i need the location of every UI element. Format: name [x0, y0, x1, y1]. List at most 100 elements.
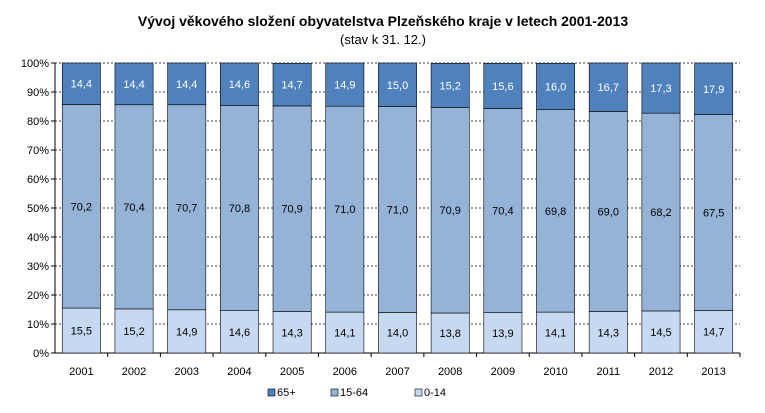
x-tick-label: 2006 — [333, 366, 357, 378]
data-label: 14,3 — [598, 327, 619, 339]
bar-segment-0-14 — [220, 310, 259, 354]
bar-segment-0-14 — [483, 312, 523, 354]
data-label: 14,4 — [71, 79, 92, 91]
bar-segment-15-64 — [378, 106, 417, 313]
y-tick-label: 60% — [27, 174, 49, 186]
legend-swatch-15-64 — [330, 388, 339, 397]
data-label: 71,0 — [387, 204, 408, 216]
bar-segment-0-14 — [694, 310, 734, 354]
data-label: 14,9 — [176, 326, 197, 338]
data-label: 15,2 — [123, 326, 144, 338]
bar-segment-15-64 — [167, 104, 207, 311]
legend-label: 0-14 — [424, 387, 446, 399]
data-label: 15,2 — [439, 80, 460, 92]
bar-segment-0-14 — [114, 308, 154, 354]
bar-segment-15-64 — [272, 105, 312, 312]
bar-segment-15-64 — [483, 108, 523, 313]
bar-segment-15-64 — [220, 105, 259, 311]
y-tick-label: 80% — [27, 116, 49, 128]
x-tick-label: 2013 — [701, 366, 725, 378]
bar-segment-15-64 — [325, 105, 365, 313]
bar-segment-65+ — [536, 62, 575, 110]
bar-segment-65+ — [588, 62, 628, 112]
data-label: 70,9 — [281, 204, 302, 216]
data-label: 13,9 — [492, 328, 513, 340]
data-label: 16,7 — [598, 82, 619, 94]
bar-segment-15-64 — [694, 114, 734, 311]
data-label: 14,0 — [387, 328, 408, 340]
data-label: 14,9 — [334, 80, 355, 92]
chart-title: Vývoj věkového složení obyvatelstva Plze… — [138, 13, 628, 29]
y-tick-label: 70% — [27, 145, 49, 157]
y-tick-label: 10% — [27, 319, 49, 331]
data-label: 15,6 — [492, 81, 513, 93]
x-tick-label: 2012 — [649, 366, 673, 378]
data-label: 14,6 — [229, 327, 250, 339]
data-label: 17,3 — [650, 83, 671, 95]
bar-segment-65+ — [167, 62, 207, 106]
data-label: 14,1 — [334, 328, 355, 340]
bar-segment-65+ — [220, 62, 259, 106]
data-label: 71,0 — [334, 204, 355, 216]
bar-segment-0-14 — [536, 311, 575, 354]
bar-segment-65+ — [325, 62, 365, 107]
x-tick-label: 2003 — [174, 366, 198, 378]
data-label: 14,7 — [281, 80, 302, 92]
data-label: 14,3 — [281, 327, 302, 339]
bar-segment-0-14 — [325, 311, 365, 354]
data-label: 14,4 — [123, 79, 144, 91]
legend-label: 65+ — [277, 387, 296, 399]
bar-segment-0-14 — [378, 312, 417, 354]
data-label: 69,8 — [545, 206, 566, 218]
x-tick-label: 2008 — [438, 366, 462, 378]
y-tick-label: 50% — [27, 203, 49, 215]
plot-area: 0% 10% 20% 30% 40% 50% 60% 70% 80% 90% 100% 15,5 70,… — [21, 58, 741, 378]
data-label: 70,9 — [439, 205, 460, 217]
data-label: 14,4 — [176, 79, 197, 91]
legend-swatch-65+ — [267, 388, 276, 397]
bar-segment-15-64 — [641, 112, 681, 312]
x-tick-label: 2005 — [280, 366, 304, 378]
bar-segment-0-14 — [272, 311, 312, 354]
x-tick-label: 2007 — [385, 366, 409, 378]
x-tick-label: 2002 — [122, 366, 146, 378]
x-tick-label: 2009 — [491, 366, 515, 378]
y-tick-label: 100% — [21, 58, 49, 70]
legend-swatch-0-14 — [414, 388, 423, 397]
bar-segment-65+ — [641, 62, 681, 114]
bar-segment-15-64 — [114, 104, 154, 310]
legend-label: 15-64 — [340, 387, 368, 399]
bar-segment-15-64 — [61, 104, 101, 309]
y-tick-label: 20% — [27, 290, 49, 302]
bar-segment-15-64 — [588, 111, 628, 312]
chart-subtitle: (stav k 31. 12.) — [340, 32, 426, 47]
y-tick-label: 0% — [33, 348, 49, 360]
data-label: 14,1 — [545, 328, 566, 340]
data-label: 70,2 — [71, 201, 92, 213]
data-label: 14,5 — [650, 327, 671, 339]
x-tick-label: 2011 — [596, 366, 620, 378]
bar-segment-0-14 — [430, 312, 470, 354]
data-label: 16,0 — [545, 81, 566, 93]
data-label: 69,0 — [598, 206, 619, 218]
data-label: 14,6 — [229, 79, 250, 91]
data-label: 15,5 — [71, 326, 92, 338]
data-label: 70,4 — [492, 206, 513, 218]
data-label: 17,9 — [703, 84, 724, 96]
data-label: 67,5 — [703, 207, 724, 219]
data-label: 13,8 — [439, 328, 460, 340]
data-label: 70,7 — [176, 202, 197, 214]
x-tick-label: 2001 — [69, 366, 93, 378]
data-label: 14,7 — [703, 327, 724, 339]
y-tick-label: 40% — [27, 232, 49, 244]
bar-segment-65+ — [483, 62, 523, 109]
legend: 65+ 15-64 0-14 — [267, 387, 446, 399]
bar-segment-0-14 — [588, 311, 628, 354]
data-label: 70,8 — [229, 203, 250, 215]
bar-segment-0-14 — [61, 307, 101, 354]
data-label: 68,2 — [650, 207, 671, 219]
x-tick-label: 2004 — [227, 366, 251, 378]
bar-segment-65+ — [694, 62, 734, 115]
bar-segment-65+ — [114, 62, 154, 106]
